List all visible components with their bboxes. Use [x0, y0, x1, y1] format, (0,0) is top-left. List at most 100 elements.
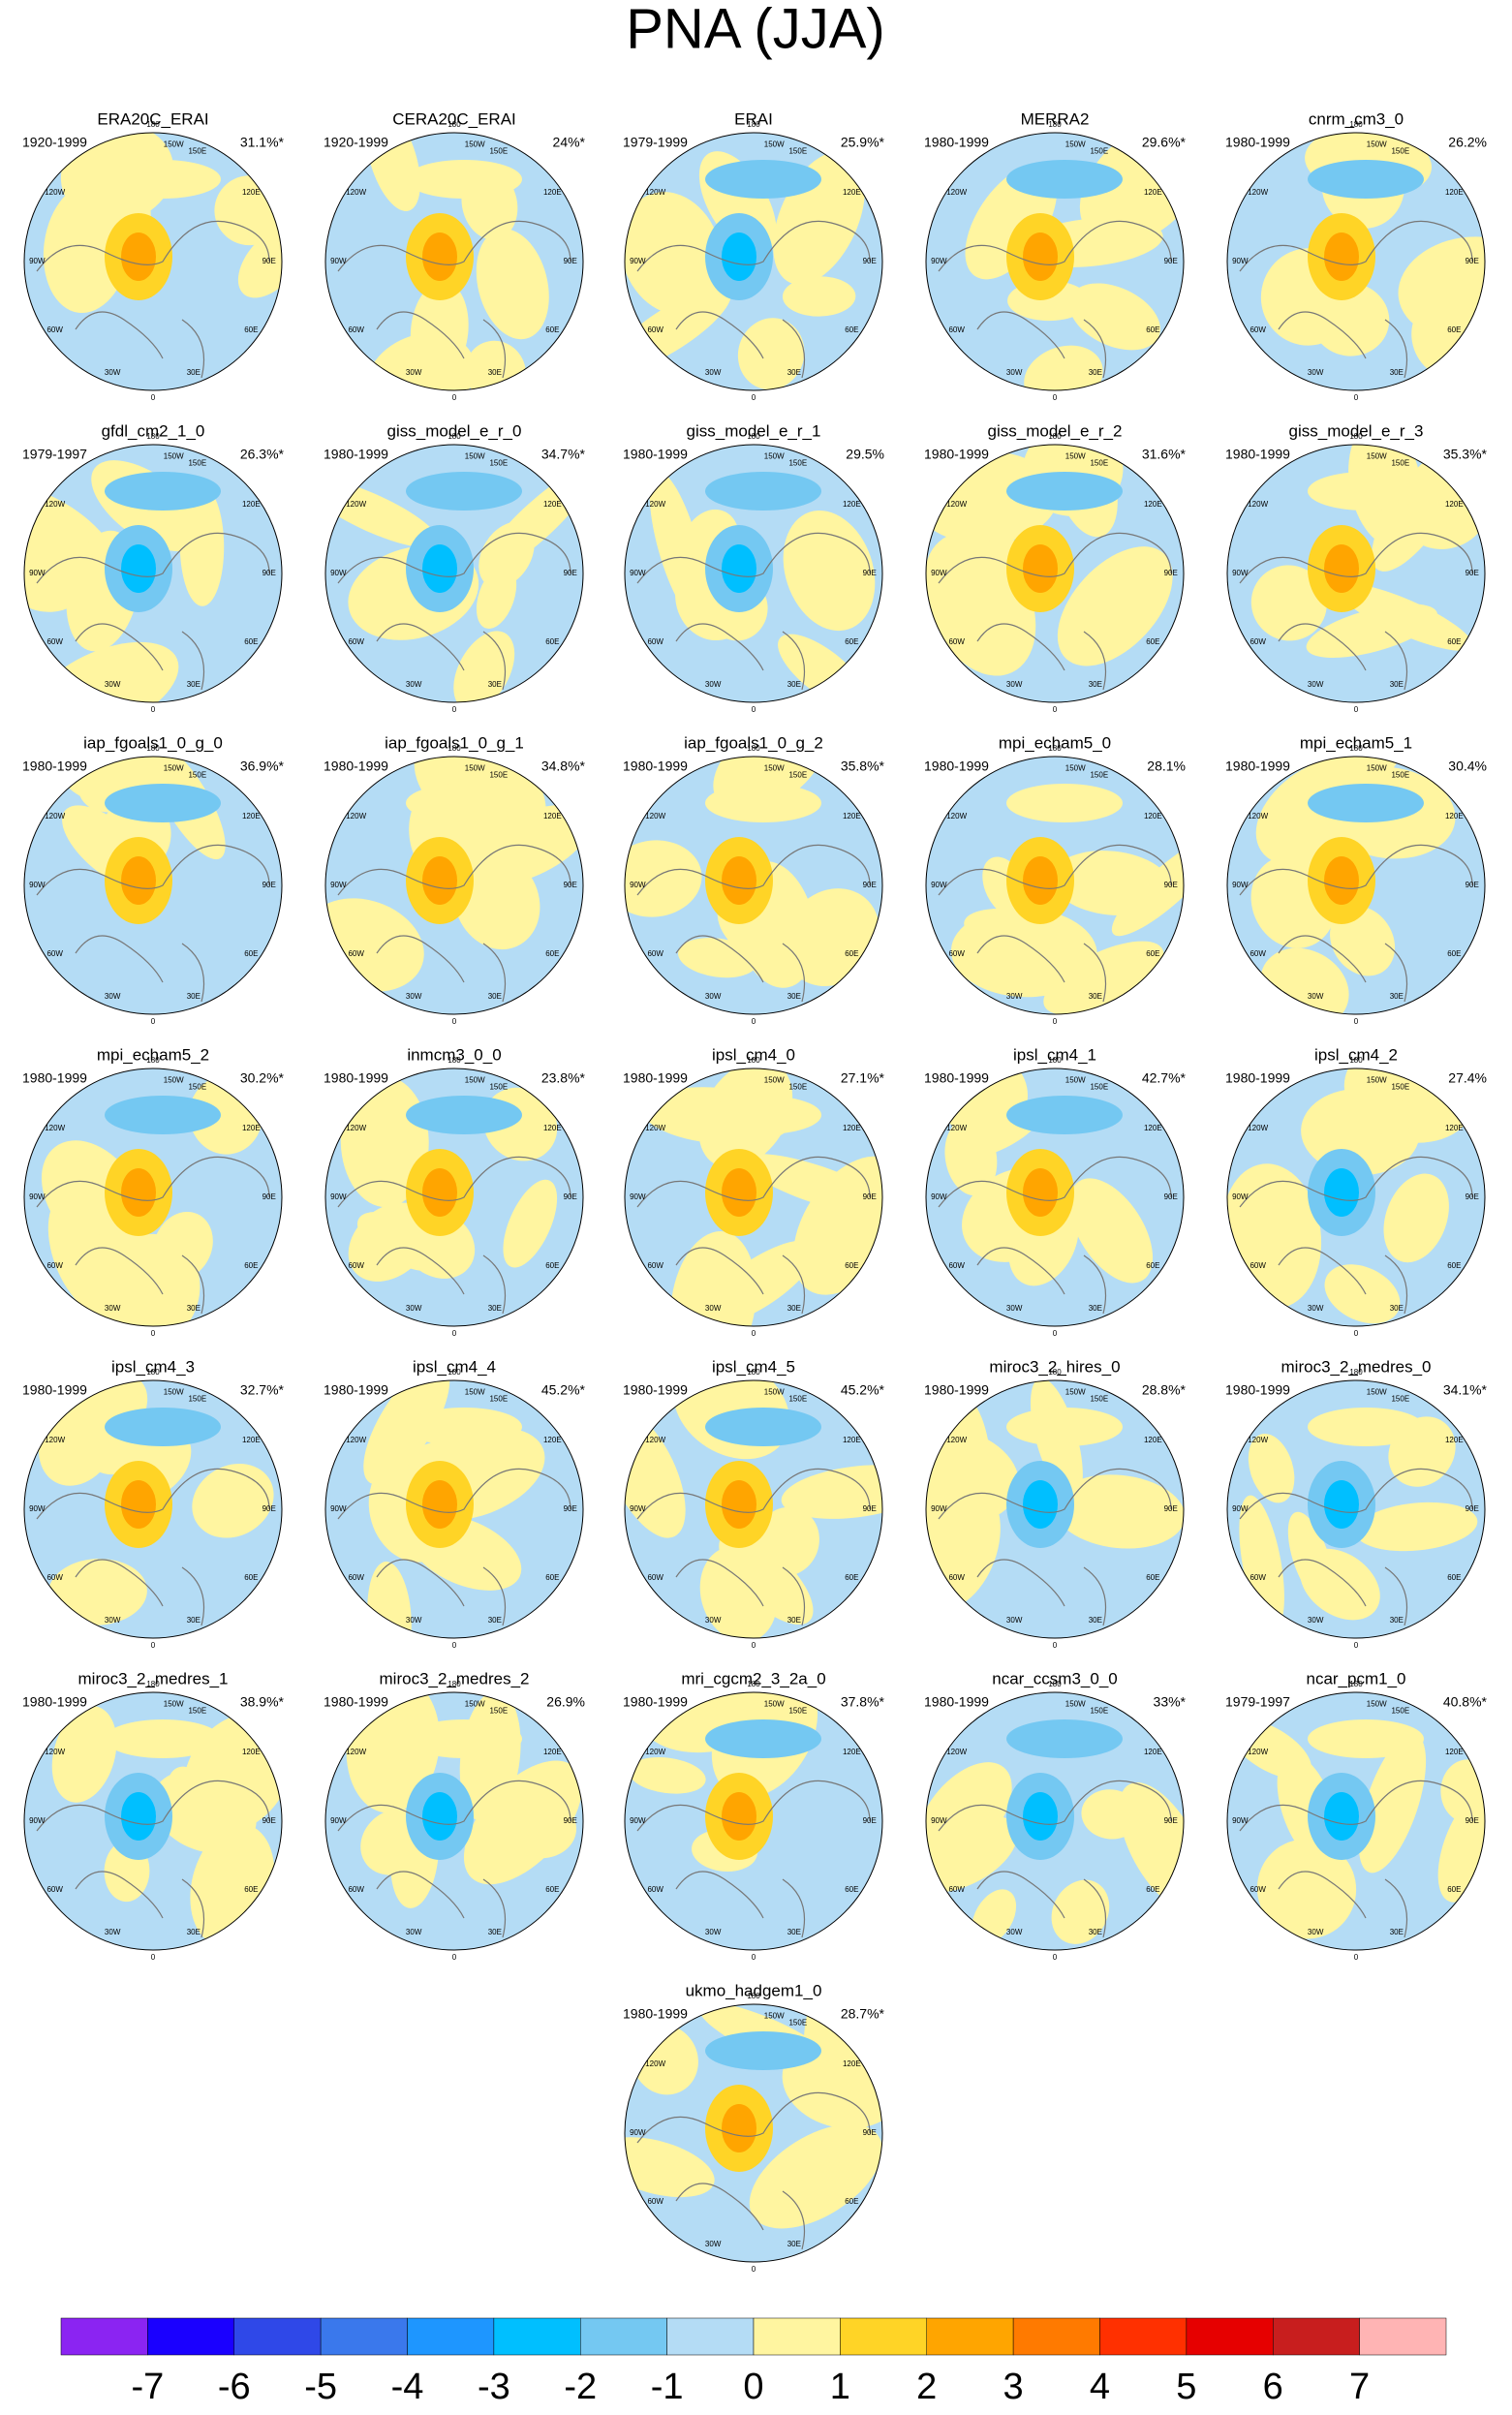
- longitude-label: 30E: [787, 992, 801, 1001]
- longitude-label: 30W: [105, 680, 121, 689]
- panel-period: 1980-1999: [324, 1070, 388, 1086]
- map-blob: [1119, 1782, 1184, 1912]
- map-blob: [1308, 160, 1424, 199]
- map-blob: [722, 544, 756, 593]
- longitude-label: 150W: [164, 452, 184, 461]
- longitude-label: 120W: [1248, 500, 1268, 509]
- map-border: [925, 756, 1185, 1015]
- longitude-label: 90W: [29, 569, 46, 577]
- longitude-label: 60E: [244, 1885, 258, 1894]
- colorbar-box: [493, 2317, 581, 2356]
- longitude-label: 90E: [1466, 881, 1479, 889]
- longitude-label: 30W: [105, 1616, 121, 1625]
- longitude-label: 90E: [1164, 881, 1178, 889]
- longitude-label: 90W: [931, 1816, 947, 1825]
- longitude-label: 30W: [1308, 1304, 1324, 1313]
- map-field: [24, 1380, 282, 1638]
- longitude-label: 30W: [1006, 368, 1023, 377]
- panel-title: ERA20C_ERAI: [97, 109, 208, 128]
- map-blob: [105, 784, 221, 822]
- map-border: [23, 1379, 283, 1639]
- longitude-label: 60W: [647, 637, 663, 646]
- panel-title: mpi_echam5_2: [97, 1045, 209, 1064]
- map-blob: [781, 1465, 882, 1519]
- colorbar-box: [60, 2317, 148, 2356]
- map-field: [926, 757, 1184, 1014]
- panel-period: 1980-1999: [924, 1070, 989, 1086]
- map-blob: [340, 1075, 429, 1208]
- map-blob: [1358, 1733, 1427, 1873]
- longitude-label: 90E: [564, 1816, 577, 1825]
- longitude-label: 150E: [788, 1083, 807, 1092]
- panel-period: 1980-1999: [22, 1382, 87, 1398]
- panel-percent: 36.9%*: [240, 759, 285, 774]
- colorbar-label: 4: [1090, 2367, 1110, 2407]
- panel-title: giss_model_e_r_3: [1289, 421, 1424, 440]
- longitude-label: 60W: [647, 1261, 663, 1270]
- map-blob: [1006, 160, 1123, 199]
- longitude-label: 30W: [1308, 1616, 1324, 1625]
- longitude-label: 90W: [330, 569, 347, 577]
- longitude-label: 30E: [488, 1304, 502, 1313]
- panel-percent: 40.8%*: [1443, 1694, 1488, 1710]
- longitude-label: 150E: [788, 1707, 807, 1716]
- longitude-label: 30E: [1390, 1928, 1404, 1936]
- longitude-label: 0: [752, 705, 756, 714]
- coastline: [636, 1156, 871, 1315]
- map-blob: [1308, 1096, 1424, 1134]
- longitude-label: 0: [1354, 1953, 1359, 1962]
- longitude-label: 30W: [705, 2240, 722, 2248]
- longitude-label: 60W: [1250, 1885, 1266, 1894]
- longitude-label: 30E: [187, 1304, 201, 1313]
- longitude-label: 30W: [705, 1304, 722, 1313]
- map-blob: [722, 856, 756, 905]
- coastline: [938, 532, 1172, 691]
- map-panel: giss_model_e_r_0 1980-1999 34.7%* 180 150W 15…: [324, 421, 586, 714]
- map-blob: [47, 1559, 147, 1625]
- longitude-label: 60W: [348, 1261, 364, 1270]
- longitude-label: 90E: [863, 1504, 877, 1513]
- longitude-label: 180: [146, 744, 160, 753]
- longitude-label: 90E: [1466, 1816, 1479, 1825]
- panel-period: 1980-1999: [623, 2006, 688, 2022]
- longitude-label: 150W: [764, 452, 785, 461]
- longitude-label: 60E: [1447, 1261, 1461, 1270]
- longitude-label: 60W: [948, 1261, 965, 1270]
- longitude-label: 90E: [564, 569, 577, 577]
- map-blob: [1023, 232, 1058, 281]
- map-border: [23, 444, 283, 703]
- map-blob: [1308, 1408, 1424, 1446]
- longitude-label: 180: [146, 1680, 160, 1688]
- longitude-label: 60W: [348, 949, 364, 958]
- panel-period: 1980-1999: [924, 135, 989, 150]
- map-blob: [705, 1408, 821, 1446]
- colorbar-label: 7: [1349, 2367, 1370, 2407]
- longitude-label: 180: [747, 1992, 760, 2000]
- colorbar-box: [1012, 2317, 1100, 2356]
- map-blob: [737, 318, 805, 390]
- longitude-label: 120E: [1144, 188, 1162, 197]
- longitude-label: 90E: [1466, 257, 1479, 265]
- longitude-label: 90E: [564, 881, 577, 889]
- coastline: [636, 220, 871, 379]
- panel-period: 1980-1999: [924, 759, 989, 774]
- panel-title: inmcm3_0_0: [407, 1045, 501, 1064]
- map-border: [324, 756, 584, 1015]
- map-blob: [507, 1800, 577, 1859]
- map-blob: [678, 938, 758, 978]
- longitude-label: 30E: [1390, 1616, 1404, 1625]
- map-blob: [33, 641, 179, 702]
- map-blob: [944, 1118, 998, 1196]
- longitude-label: 30E: [1089, 1928, 1102, 1936]
- map-blob: [1023, 1168, 1058, 1217]
- map-blob: [406, 160, 522, 199]
- longitude-label: 120W: [346, 812, 366, 820]
- longitude-label: 180: [747, 120, 760, 129]
- map-blob: [1383, 1173, 1449, 1263]
- colorbar-box: [666, 2317, 755, 2356]
- longitude-label: 120E: [1144, 1748, 1162, 1756]
- longitude-label: 30E: [787, 2240, 801, 2248]
- longitude-label: 60E: [244, 1573, 258, 1582]
- map-blob: [722, 2104, 756, 2152]
- longitude-label: 120W: [1248, 188, 1268, 197]
